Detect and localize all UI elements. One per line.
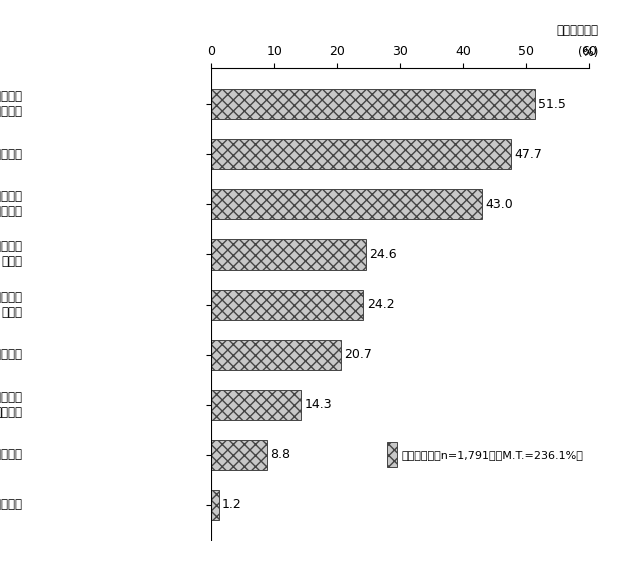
- Bar: [211, 440, 267, 470]
- Text: 24.2: 24.2: [367, 298, 394, 311]
- Text: 自然災害情報に関する標識類の意
味や内容: 自然災害情報に関する標識類の意 味や内容: [0, 391, 22, 418]
- Text: 24.6: 24.6: [369, 248, 397, 261]
- Bar: [211, 89, 535, 119]
- Text: (%): (%): [578, 46, 598, 59]
- Bar: [211, 390, 301, 420]
- Text: 8.8: 8.8: [269, 448, 290, 461]
- Text: （複数回答）: （複数回答）: [556, 24, 598, 37]
- Text: 居住地域で過去に自然災害が発生
した場所を示す地図: 居住地域で過去に自然災害が発生 した場所を示す地図: [0, 191, 22, 218]
- Text: 1.2: 1.2: [222, 499, 242, 512]
- Bar: [211, 190, 482, 219]
- Bar: [211, 490, 219, 520]
- Text: 14.3: 14.3: [305, 398, 332, 411]
- Bar: [211, 289, 364, 320]
- Bar: [211, 340, 342, 369]
- Text: 47.7: 47.7: [515, 148, 543, 161]
- Text: 学校や医療機関などの公共施設の
耐震性: 学校や医療機関などの公共施設の 耐震性: [0, 240, 22, 268]
- Text: 避　難　情　報　の　意　味　や　周　知　方　法: 避 難 情 報 の 意 味 や 周 知 方 法: [0, 348, 22, 361]
- Text: 雨量や震度などの気象情報の意味
や内容: 雨量や震度などの気象情報の意味 や内容: [0, 290, 22, 319]
- Text: 無　　　回　　　答: 無 回 答: [0, 499, 22, 512]
- Text: 総　　数　（n=1,791人、M.T.=236.1%）: 総 数 （n=1,791人、M.T.=236.1%）: [401, 450, 583, 460]
- Text: 51.5: 51.5: [538, 98, 566, 111]
- Text: 特　　　に　　　な　　　い: 特 に な い: [0, 448, 22, 461]
- Bar: [211, 240, 366, 270]
- Text: 20.7: 20.7: [344, 348, 372, 361]
- Text: 43.0: 43.0: [485, 198, 513, 211]
- Text: 避　難　場　所　・　避　難　経　路: 避 難 場 所 ・ 避 難 経 路: [0, 148, 22, 161]
- Bar: [211, 139, 511, 169]
- Bar: [387, 442, 397, 468]
- Text: 居住地域の災害危険箇所を示した
地図やハザードマップ: 居住地域の災害危険箇所を示した 地図やハザードマップ: [0, 90, 22, 118]
